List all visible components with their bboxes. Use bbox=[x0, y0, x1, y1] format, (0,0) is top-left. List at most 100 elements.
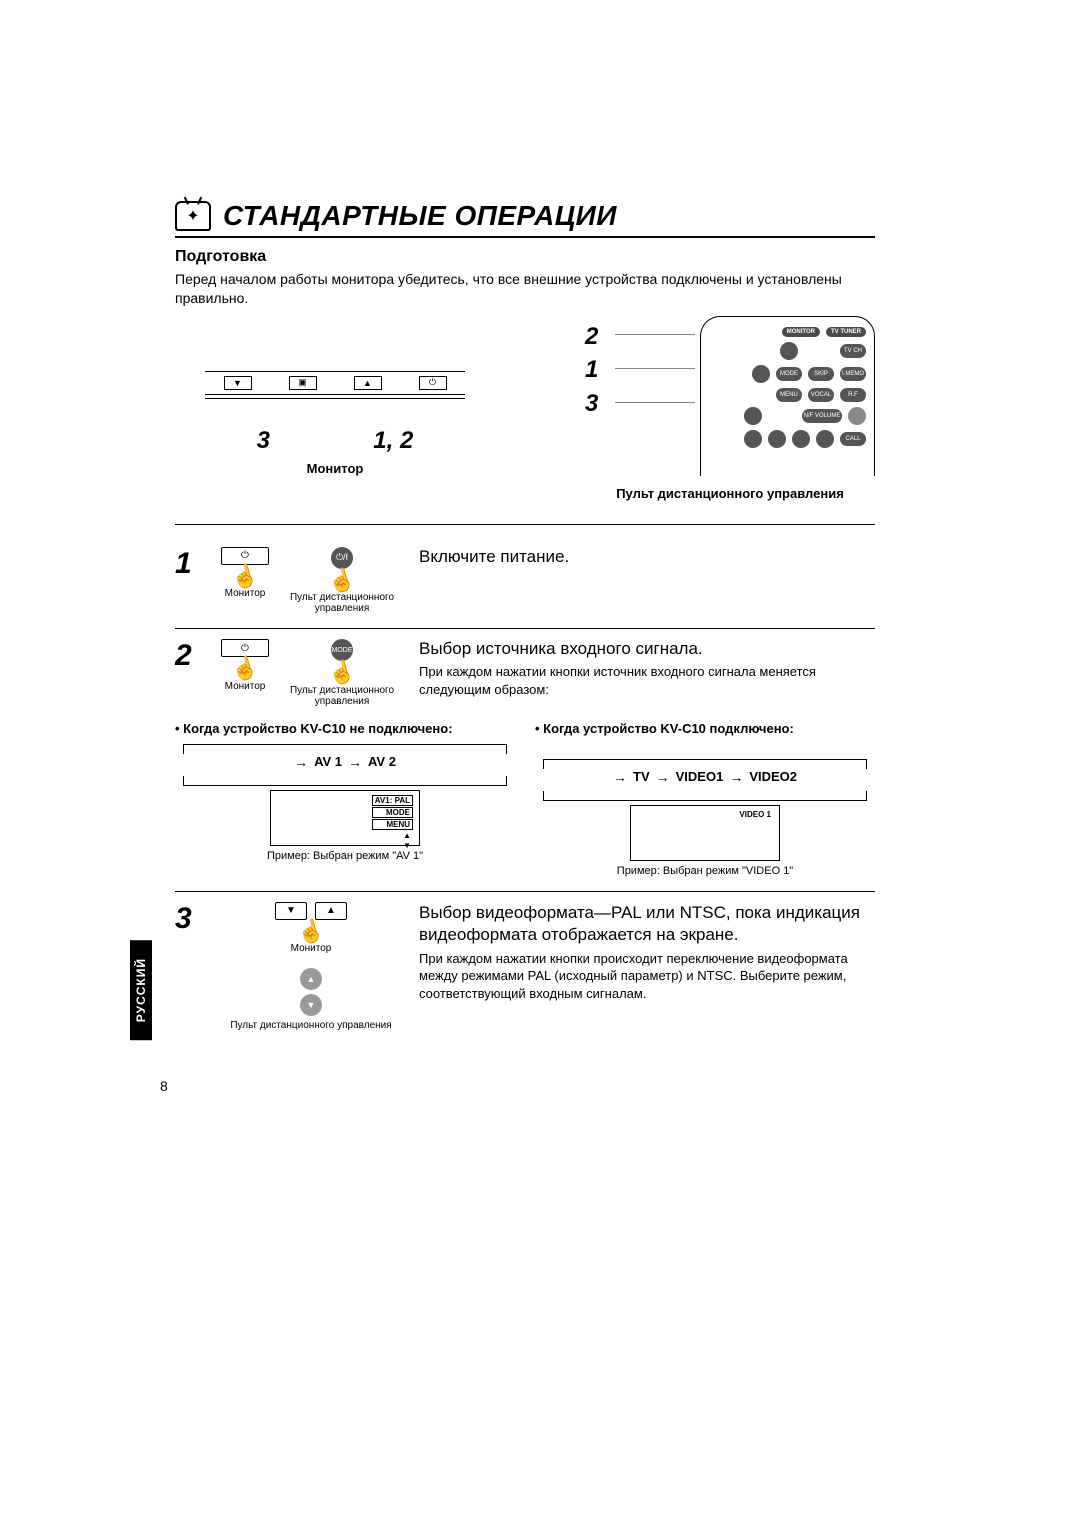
remote-label: Пульт дистанционного управления bbox=[585, 486, 875, 501]
remote-box: MONITOR TV TUNER TV CH MODE SKIP I.MEMO … bbox=[700, 316, 875, 476]
remote-volume-button: N/F VOLUME bbox=[802, 409, 842, 423]
screen-content: VIDEO 1 bbox=[737, 810, 773, 820]
intro-text: Перед началом работы монитора убедитесь,… bbox=[175, 270, 875, 308]
mode-column-right: • Когда устройство KV-C10 подключено: → … bbox=[535, 721, 875, 877]
monitor-power-icon: ⏻ bbox=[221, 547, 269, 565]
remote-up-icon: ▲ bbox=[300, 968, 322, 990]
connector-line bbox=[615, 368, 695, 369]
step-number: 3 bbox=[175, 902, 203, 1031]
step-text: При каждом нажатии кнопки источник входн… bbox=[419, 663, 875, 698]
flow-loop bbox=[543, 791, 867, 801]
remote-plus-icon bbox=[848, 407, 866, 425]
monitor-callout-numbers: 3 1, 2 bbox=[205, 427, 465, 455]
step-icons: ⏻ ☝ Монитор MODE ☝ Пульт дистанционного … bbox=[221, 639, 401, 706]
flow-item: TV bbox=[633, 769, 650, 784]
step-icons: ▼ ▲ ☝ Монитор ▲ ▼ Пульт дистанционного у… bbox=[221, 902, 401, 1031]
page-number: 8 bbox=[160, 1078, 168, 1094]
step-icons: ⏻ ☝ Монитор ⏻/I ☝ Пульт дистанционного у… bbox=[221, 547, 401, 614]
flow-loop bbox=[183, 744, 507, 754]
arrow-icon: → bbox=[348, 754, 362, 770]
remote-nav-icon bbox=[816, 430, 834, 448]
flow-item: VIDEO2 bbox=[749, 769, 797, 784]
icon-caption: Пульт дистанционного управления bbox=[283, 685, 401, 707]
remote-chip-monitor: MONITOR bbox=[782, 327, 820, 337]
remote-chip-tvtuner: TV TUNER bbox=[826, 327, 866, 337]
connector-line bbox=[615, 334, 695, 335]
icon-caption: Монитор bbox=[225, 681, 266, 692]
remote-mode-button: MODE bbox=[776, 367, 802, 381]
step-2: 2 ⏻ ☝ Монитор MODE ☝ Пульт дистанционног… bbox=[175, 629, 875, 891]
language-tab: РУССКИЙ bbox=[130, 940, 152, 1040]
remote-skip-button: SKIP bbox=[808, 367, 834, 381]
monitor-btn-down-icon: ▼ bbox=[224, 376, 252, 390]
step-body: Включите питание. bbox=[419, 547, 875, 614]
arrow-icon: → bbox=[729, 769, 743, 785]
step-title: Включите питание. bbox=[419, 547, 875, 567]
diagram-area: ▼ ▣ ▲ ⏻ 3 1, 2 Монитор 2 1 3 M bbox=[175, 316, 875, 516]
screen-line: ▼ bbox=[372, 841, 413, 850]
mode-flow: → TV → VIDEO1 → VIDEO2 bbox=[535, 769, 875, 785]
example-screen: VIDEO 1 bbox=[630, 805, 780, 861]
monitor-label: Монитор bbox=[205, 461, 465, 476]
monitor-btn-up-icon: ▲ bbox=[354, 376, 382, 390]
step-3: 3 ▼ ▲ ☝ Монитор ▲ ▼ Пульт дистанционного… bbox=[175, 892, 875, 1045]
screen-line: VIDEO 1 bbox=[737, 810, 773, 819]
icon-caption: Монитор bbox=[291, 943, 332, 954]
remote-nav-icon bbox=[744, 430, 762, 448]
screen-line: MODE bbox=[372, 807, 413, 818]
remote-vocal-button: VOCAL bbox=[808, 388, 834, 402]
remote-diagram: 2 1 3 MONITOR TV TUNER TV CH MO bbox=[585, 316, 875, 501]
hand-icon: ☝ bbox=[327, 662, 357, 684]
screen-line: ▲ bbox=[372, 831, 413, 840]
flow-loop bbox=[543, 759, 867, 769]
mode-column-left: • Когда устройство KV-C10 не подключено:… bbox=[175, 721, 515, 877]
example-screen: AV1: PAL MODE MENU ▲ ▼ bbox=[270, 790, 420, 846]
step-body: Выбор источника входного сигнала. При ка… bbox=[419, 639, 875, 706]
icon-caption: Пульт дистанционного управления bbox=[230, 1020, 391, 1031]
flow-item: AV 2 bbox=[368, 754, 396, 769]
step-number: 1 bbox=[175, 547, 203, 614]
step-title: Выбор видеоформата—PAL или NTSC, пока ин… bbox=[419, 902, 875, 946]
icon-caption: Пульт дистанционного управления bbox=[283, 592, 401, 614]
flow-item: AV 1 bbox=[314, 754, 342, 769]
monitor-btn-power-icon: ⏻ bbox=[419, 376, 447, 390]
arrow-icon: → bbox=[294, 754, 308, 770]
step-text: При каждом нажатии кнопки происходит пер… bbox=[419, 950, 875, 1003]
remote-rf-button: R.F bbox=[840, 388, 866, 402]
monitor-callout-12: 1, 2 bbox=[373, 427, 413, 455]
example-caption: Пример: Выбран режим "VIDEO 1" bbox=[535, 865, 875, 877]
flow-loop bbox=[183, 776, 507, 786]
monitor-btn-menu-icon: ▣ bbox=[289, 376, 317, 390]
arrow-icon: → bbox=[613, 769, 627, 785]
remote-callout-2: 2 bbox=[585, 320, 598, 354]
remote-down-icon bbox=[744, 407, 762, 425]
remote-menu-button: MENU bbox=[776, 388, 802, 402]
hand-icon: ☝ bbox=[327, 569, 357, 591]
flow-item: VIDEO1 bbox=[676, 769, 724, 784]
monitor-diagram: ▼ ▣ ▲ ⏻ 3 1, 2 Монитор bbox=[205, 371, 465, 476]
step-number: 2 bbox=[175, 639, 203, 706]
step-title: Выбор источника входного сигнала. bbox=[419, 639, 875, 659]
remote-callout-3: 3 bbox=[585, 387, 598, 421]
tv-icon: ✦ bbox=[175, 201, 211, 231]
hand-icon: ☝ bbox=[296, 920, 326, 942]
divider bbox=[175, 524, 875, 525]
hand-icon: ☝ bbox=[230, 565, 260, 587]
mode-flow: → AV 1 → AV 2 bbox=[175, 754, 515, 770]
remote-down-icon: ▼ bbox=[300, 994, 322, 1016]
monitor-callout-3: 3 bbox=[257, 427, 270, 455]
remote-callout-numbers: 2 1 3 bbox=[585, 320, 598, 421]
example-caption: Пример: Выбран режим "AV 1" bbox=[175, 850, 515, 862]
step-1: 1 ⏻ ☝ Монитор ⏻/I ☝ Пульт дистанционного… bbox=[175, 537, 875, 629]
monitor-down-icon: ▼ bbox=[275, 902, 307, 920]
step-body: Выбор видеоформата—PAL или NTSC, пока ин… bbox=[419, 902, 875, 1031]
remote-tvch-button: TV CH bbox=[840, 344, 866, 358]
remote-nav-icon bbox=[792, 430, 810, 448]
remote-call-button: CALL bbox=[840, 432, 866, 446]
remote-power-icon bbox=[780, 342, 798, 360]
remote-imemo-button: I.MEMO bbox=[840, 367, 866, 381]
monitor-button-bar: ▼ ▣ ▲ ⏻ bbox=[205, 371, 465, 395]
preparation-heading: Подготовка bbox=[175, 248, 875, 266]
icon-caption: Монитор bbox=[225, 588, 266, 599]
connector-line bbox=[615, 402, 695, 403]
